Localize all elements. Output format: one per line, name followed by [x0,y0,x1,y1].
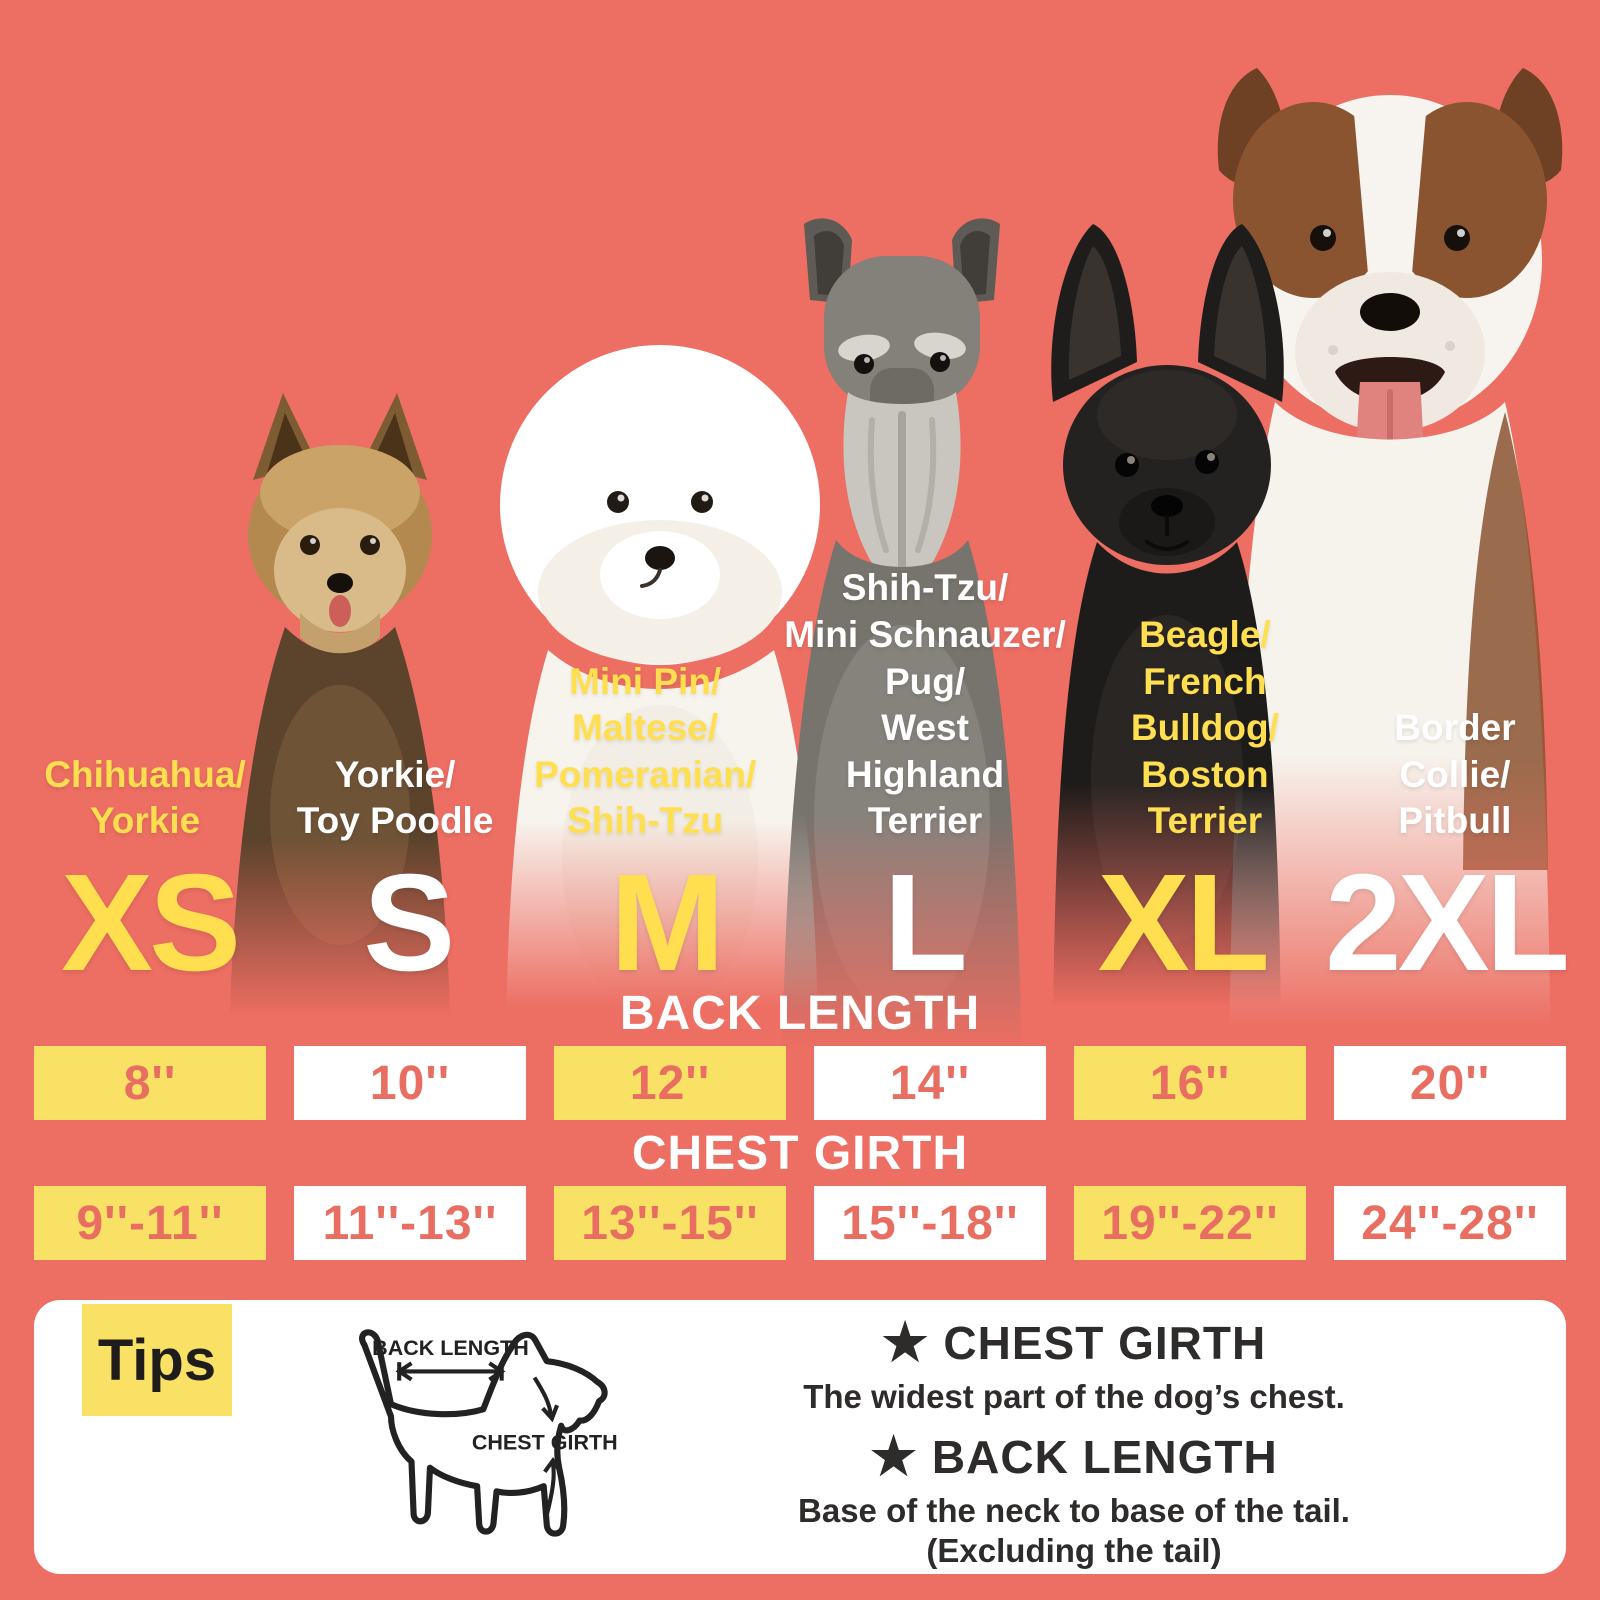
back-length-value-xs: 8'' [34,1046,266,1120]
breed-labels-row: Chihuahua/ Yorkie Yorkie/ Toy Poodle Min… [0,555,1600,845]
back-length-tip-title: BACK LENGTH [931,1431,1278,1483]
chest-girth-tip-title: CHEST GIRTH [943,1317,1267,1369]
chest-girth-tip-body: The widest part of the dog’s chest. [803,1378,1345,1415]
star-icon: ★ [870,1428,918,1486]
chest-girth-value-2xl: 24''-28'' [1334,1186,1566,1260]
size-label-m: M [609,845,725,1000]
back-length-tip-note: (Excluding the tail) [926,1532,1222,1569]
size-label-2xl: 2XL [1324,845,1570,1000]
size-label-xl: XL [1097,845,1270,1000]
tips-text-block: ★ CHEST GIRTH The widest part of the dog… [754,1316,1394,1570]
yorkie-dog-photo [229,393,451,1035]
size-letters-row: XS S M L XL 2XL [0,846,1600,1000]
back-length-header: BACK LENGTH [619,987,981,1040]
back-length-values-row: 8'' 10'' 12'' 14'' 16'' 20'' [0,1046,1600,1120]
tips-panel: Tips BACK LENGTH CHEST GIRTH ★ CHEST GIR… [34,1300,1566,1574]
size-label-s: S [363,845,455,1000]
breed-label-xl: Beagle/ French Bulldog/ Boston Terrier [1130,613,1279,842]
back-length-value-l: 14'' [814,1046,1046,1120]
chest-girth-values-row: 9''-11'' 11''-13'' 13''-15'' 15''-18'' 1… [0,1186,1600,1260]
chest-girth-value-xs: 9''-11'' [34,1186,266,1260]
mini-schnauzer-dog-photo [782,218,1022,1070]
bulldog-dog-photo [1217,68,1563,1060]
chest-girth-tip: ★ CHEST GIRTH The widest part of the dog… [803,1316,1345,1416]
french-bulldog-dog-photo [1051,224,1284,1030]
breed-label-l: Shih-Tzu/ Mini Schnauzer/ Pug/ West High… [784,567,1066,842]
breed-label-s: Yorkie/ Toy Poodle [296,753,494,842]
chest-girth-value-m: 13''-15'' [554,1186,786,1260]
tips-title-badge: Tips [82,1304,232,1416]
back-length-value-2xl: 20'' [1334,1046,1566,1120]
breed-label-2xl: Border Collie/ Pitbull [1394,707,1516,842]
chest-girth-value-l: 15''-18'' [814,1186,1046,1260]
bichon-frise-dog-photo [500,345,820,1030]
back-length-tip-heading: ★ BACK LENGTH [870,1430,1277,1484]
back-length-tip-body: Base of the neck to base of the tail. [798,1492,1350,1529]
back-length-value-s: 10'' [294,1046,526,1120]
back-length-value-xl: 16'' [1074,1046,1306,1120]
size-label-xs: XS [61,845,241,1000]
dog-measurement-diagram: BACK LENGTH CHEST GIRTH [359,1329,618,1537]
breed-label-m: Mini Pin/ Maltese/ Pomeranian/ Shih-Tzu [534,660,757,842]
size-label-l: L [883,845,968,1000]
diagram-chest-girth-label: CHEST GIRTH [472,1430,618,1454]
star-icon: ★ [881,1314,930,1372]
diagram-back-length-label: BACK LENGTH [372,1336,529,1360]
chest-girth-tip-heading: ★ CHEST GIRTH [882,1316,1266,1370]
chest-girth-header: CHEST GIRTH [631,1127,969,1180]
chest-girth-value-s: 11''-13'' [294,1186,526,1260]
back-length-tip: ★ BACK LENGTH Base of the neck to base o… [798,1430,1350,1570]
back-length-value-m: 12'' [554,1046,786,1120]
breed-label-xs: Chihuahua/ Yorkie [44,753,246,842]
chest-girth-value-xl: 19''-22'' [1074,1186,1306,1260]
